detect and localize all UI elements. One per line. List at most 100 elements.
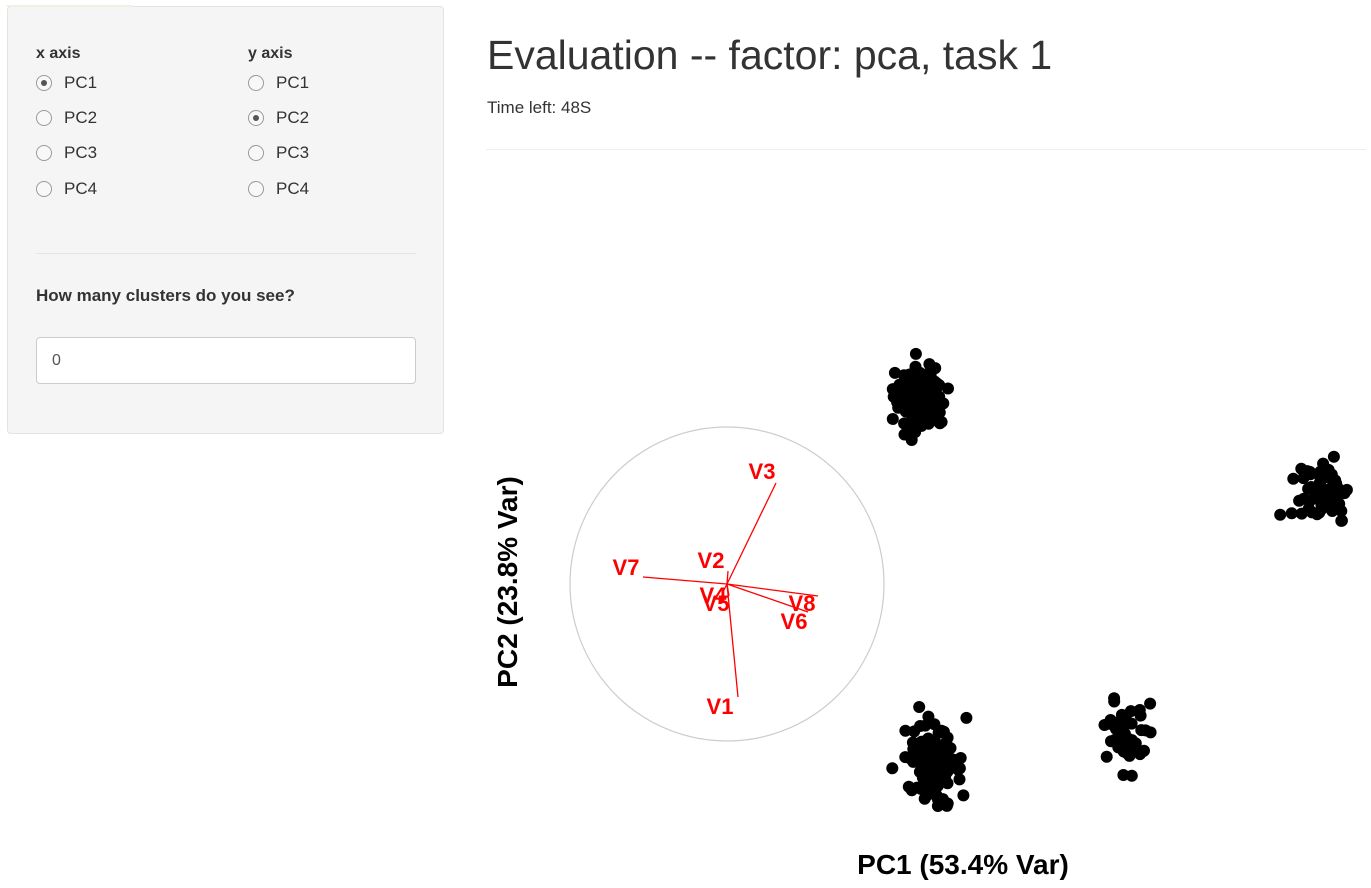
radio-button[interactable] — [248, 74, 264, 91]
loading-vector-v8 — [726, 583, 819, 597]
data-point — [1274, 508, 1287, 521]
data-point — [1098, 719, 1111, 731]
x-axis-title: PC1 (53.4% Var) — [857, 849, 1069, 880]
data-point — [1117, 769, 1130, 781]
data-point — [909, 347, 922, 360]
loading-label-v7: V7 — [613, 555, 640, 580]
data-point — [1144, 697, 1157, 710]
data-point — [923, 770, 936, 783]
data-point — [926, 393, 939, 406]
data-point — [922, 710, 935, 723]
data-point — [1108, 692, 1121, 705]
data-point — [915, 415, 928, 428]
data-point — [1317, 499, 1330, 512]
radio-button[interactable] — [36, 145, 52, 162]
data-point — [906, 736, 919, 749]
x-axis-label: x axis — [36, 45, 81, 62]
loading-label-v1: V1 — [707, 694, 734, 719]
x-axis-option-pc2[interactable]: PC2 — [36, 100, 226, 135]
data-point — [1100, 750, 1113, 763]
radio-label: PC3 — [276, 143, 310, 163]
data-point — [960, 711, 973, 724]
data-point — [1144, 726, 1157, 739]
loading-label-v4: V4 — [700, 583, 728, 608]
loading-vector-v4 — [723, 583, 728, 591]
x-axis-option-pc1[interactable]: PC1 — [36, 65, 226, 100]
data-point — [1338, 487, 1351, 500]
data-point — [886, 762, 899, 775]
data-point — [1117, 744, 1130, 757]
data-point — [943, 753, 956, 765]
loading-vector-v3 — [726, 482, 777, 585]
loading-label-v3: V3 — [749, 459, 776, 484]
radio-button-checked[interactable] — [36, 74, 52, 91]
radio-label: PC4 — [276, 178, 310, 198]
radio-label: PC3 — [64, 143, 98, 163]
y-axis-option-pc3[interactable]: PC3 — [248, 136, 438, 171]
loading-label-v6: V6 — [781, 609, 808, 634]
cluster-count-input[interactable] — [36, 337, 416, 384]
radio-button[interactable] — [36, 180, 52, 197]
data-point — [927, 757, 940, 770]
loading-vector-v5 — [726, 583, 730, 597]
data-point — [937, 397, 950, 410]
y-axis-option-pc1[interactable]: PC1 — [248, 65, 438, 100]
sidebar-divider — [36, 253, 416, 254]
data-point — [1117, 731, 1130, 744]
data-point — [931, 377, 944, 390]
cluster-question-label: How many clusters do you see? — [36, 286, 295, 305]
loading-vector-v1 — [726, 583, 739, 698]
radio-button[interactable] — [36, 109, 52, 126]
sidebar-panel: x axis PC1 PC2 PC3 PC4 y axis PC1 PC2 — [7, 6, 444, 434]
data-point — [928, 405, 941, 418]
radio-label: PC2 — [276, 107, 310, 127]
radio-label: PC4 — [64, 178, 98, 198]
data-point — [886, 413, 899, 425]
data-point — [1301, 465, 1314, 478]
data-point — [911, 781, 924, 794]
data-point — [891, 396, 904, 409]
data-point — [910, 371, 923, 384]
data-point — [906, 398, 919, 411]
points-layer — [886, 347, 1353, 812]
data-point — [1116, 718, 1129, 731]
y-axis-option-pc2[interactable]: PC2 — [248, 100, 438, 135]
radio-label: PC1 — [64, 72, 98, 92]
y-axis-option-pc4[interactable]: PC4 — [248, 171, 438, 206]
data-point — [898, 428, 911, 441]
x-axis-option-pc3[interactable]: PC3 — [36, 136, 226, 171]
data-point — [942, 382, 954, 395]
data-point — [1306, 506, 1318, 519]
data-point — [1133, 704, 1146, 716]
data-point — [954, 752, 967, 764]
data-point — [908, 725, 921, 738]
correlation-circle — [569, 426, 885, 742]
x-axis-option-pc4[interactable]: PC4 — [36, 171, 226, 206]
data-point — [1335, 514, 1348, 527]
data-point — [899, 724, 912, 737]
data-point — [941, 777, 954, 790]
radio-button[interactable] — [248, 180, 264, 197]
data-point — [923, 358, 936, 371]
data-point — [1287, 472, 1300, 485]
radio-button[interactable] — [248, 145, 264, 162]
data-point — [1316, 471, 1329, 484]
data-point — [1293, 494, 1306, 507]
y-axis-title: PC2 (23.8% Var) — [492, 476, 523, 688]
radio-button-checked[interactable] — [248, 109, 264, 126]
data-point — [1135, 724, 1148, 737]
loading-vector-v6 — [726, 583, 809, 613]
data-point — [920, 368, 933, 381]
data-point — [922, 784, 935, 797]
loading-label-v2: V2 — [698, 548, 725, 573]
data-point — [1321, 487, 1334, 499]
y-axis-label: y axis — [248, 45, 293, 62]
data-point — [953, 773, 966, 786]
data-point — [1285, 507, 1298, 520]
data-point — [913, 701, 926, 713]
data-point — [888, 366, 901, 379]
data-point — [1125, 717, 1138, 730]
data-point — [922, 742, 935, 755]
data-point — [917, 398, 930, 410]
loading-vector-v7 — [642, 576, 728, 585]
